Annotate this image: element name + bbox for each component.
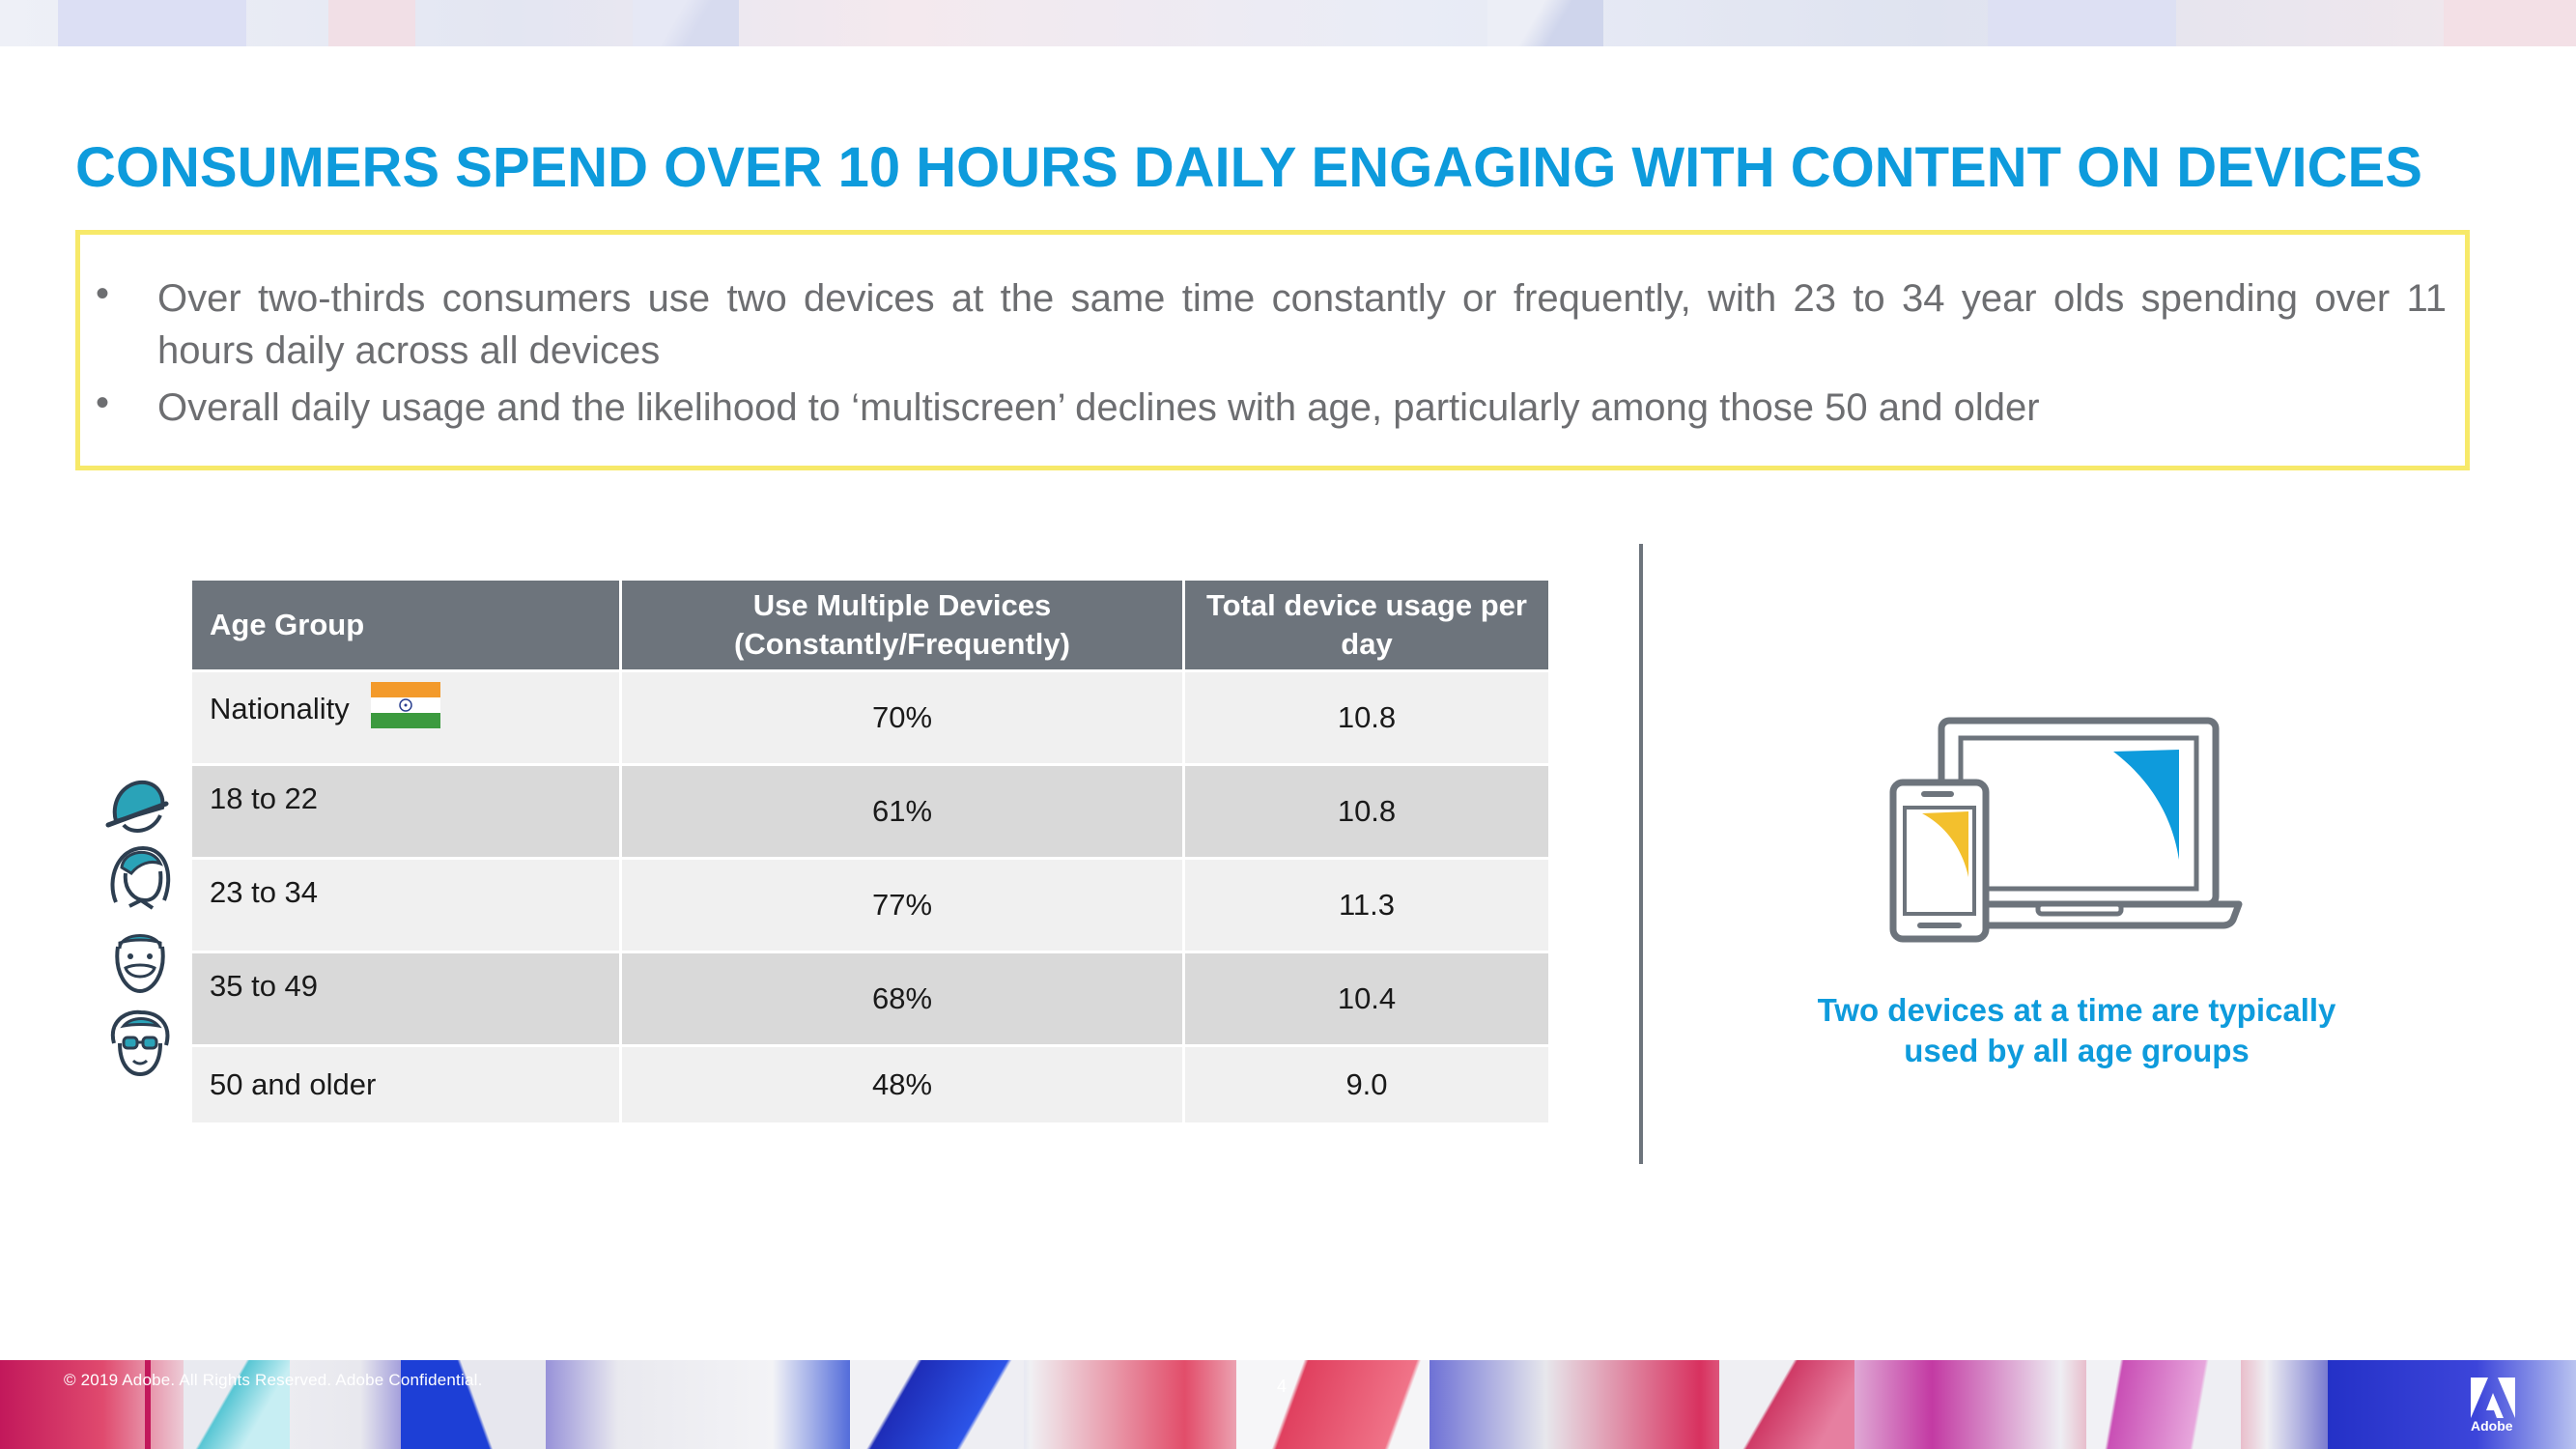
- devices-caption-line-1: Two devices at a time are typically: [1817, 992, 2336, 1028]
- table-header-row: Age Group Use Multiple Devices (Constant…: [192, 581, 1548, 669]
- summary-bullet-1-line-1: Over two-thirds consumers use two device…: [157, 277, 2447, 320]
- usage-value: 10.8: [1185, 766, 1548, 857]
- bearded-man-icon: [115, 934, 165, 994]
- elderly-woman-glasses-icon: [110, 1009, 170, 1077]
- adobe-logo-text: Adobe: [2471, 1418, 2513, 1434]
- header-multiple-devices-line-2: (Constantly/Frequently): [734, 627, 1070, 661]
- summary-box: [75, 230, 2470, 470]
- multi-device-value: 61%: [622, 766, 1182, 857]
- usage-value: 10.8: [1185, 672, 1548, 763]
- age-group-label: 18 to 22: [192, 766, 619, 857]
- table-row: 50 and older 48% 9.0: [192, 1047, 1548, 1122]
- summary-bullet-1: Over two-thirds consumers use two device…: [157, 272, 2447, 325]
- header-total-usage-line-2: day: [1341, 627, 1393, 661]
- summary-bullet-2: Overall daily usage and the likelihood t…: [157, 382, 2040, 434]
- devices-caption-line-2: used by all age groups: [1904, 1033, 2250, 1068]
- multi-device-value: 77%: [622, 860, 1182, 951]
- bullet-marker: •: [96, 272, 110, 315]
- adobe-logo-icon: [2471, 1378, 2515, 1418]
- page-title: CONSUMERS SPEND OVER 10 HOURS DAILY ENGA…: [75, 136, 2422, 199]
- table-row: 35 to 49 68% 10.4: [192, 953, 1548, 1044]
- header-age-group: Age Group: [192, 581, 619, 669]
- devices-caption: Two devices at a time are typically used…: [1787, 990, 2366, 1071]
- table-row: 18 to 22 61% 10.8: [192, 766, 1548, 857]
- table-row: Nationality 70% 10.8: [192, 672, 1548, 763]
- page-number: 4: [1277, 1377, 1288, 1396]
- bottom-decorative-banner: [0, 1360, 2576, 1449]
- usage-value: 10.4: [1185, 953, 1548, 1044]
- multi-device-value: 48%: [622, 1047, 1182, 1122]
- header-multiple-devices-line-1: Use Multiple Devices: [752, 588, 1052, 622]
- age-group-label: Nationality: [210, 692, 350, 726]
- header-multiple-devices: Use Multiple Devices (Constantly/Frequen…: [622, 581, 1182, 669]
- age-group-label: 35 to 49: [192, 953, 619, 1044]
- header-total-usage-line-1: Total device usage per: [1206, 588, 1527, 622]
- age-group-table: Age Group Use Multiple Devices (Constant…: [189, 578, 1551, 1125]
- laptop-and-phone-icon: [1889, 717, 2243, 943]
- summary-bullet-2-line-1: Overall daily usage and the likelihood t…: [157, 386, 2040, 429]
- india-flag-icon: [371, 682, 441, 728]
- multi-device-value: 68%: [622, 953, 1182, 1044]
- woman-face-icon: [110, 845, 171, 910]
- young-person-cap-icon: [105, 780, 169, 833]
- vertical-divider: [1639, 544, 1643, 1164]
- table-row: 23 to 34 77% 11.3: [192, 860, 1548, 951]
- header-total-usage: Total device usage per day: [1185, 581, 1548, 669]
- footer-copyright: © 2019 Adobe. All Rights Reserved. Adobe…: [64, 1371, 483, 1389]
- multi-device-value: 70%: [622, 672, 1182, 763]
- summary-bullet-1-continuation: hours daily across all devices: [157, 325, 660, 377]
- age-group-label: 23 to 34: [192, 860, 619, 951]
- top-decorative-banner: [0, 0, 2576, 46]
- age-group-cell: Nationality: [192, 672, 619, 763]
- usage-value: 9.0: [1185, 1047, 1548, 1122]
- age-group-label: 50 and older: [192, 1047, 619, 1122]
- bullet-marker: •: [96, 382, 110, 424]
- usage-value: 11.3: [1185, 860, 1548, 951]
- summary-bullet-1-line-2: hours daily across all devices: [157, 329, 661, 372]
